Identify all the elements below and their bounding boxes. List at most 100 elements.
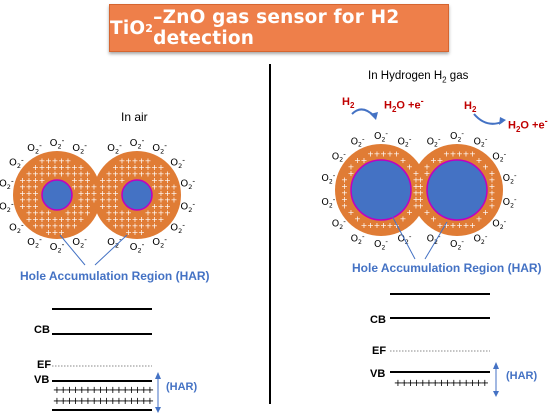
plus-charge: + xyxy=(151,209,158,218)
band-plus: + xyxy=(127,396,135,407)
o2-ion: O2- xyxy=(180,200,195,215)
o2-ion: O2- xyxy=(130,136,145,151)
plus-charge: + xyxy=(413,202,420,211)
plus-charge: + xyxy=(84,196,91,205)
o2-ion: O2- xyxy=(152,235,167,250)
plus-charge: + xyxy=(406,208,413,217)
plus-charge: + xyxy=(450,150,457,159)
plus-charge: + xyxy=(151,176,158,185)
plus-charge: + xyxy=(71,209,78,218)
plus-charge: + xyxy=(380,221,387,230)
plus-charge: + xyxy=(71,176,78,185)
plus-charge: + xyxy=(348,208,355,217)
plus-charge: + xyxy=(489,169,496,178)
plus-charge: + xyxy=(19,196,26,205)
plus-charge: + xyxy=(341,195,348,204)
plus-charge: + xyxy=(380,150,387,159)
plus-charge: + xyxy=(78,170,85,179)
plus-charge: + xyxy=(32,163,39,172)
plus-charge: + xyxy=(39,176,46,185)
plus-charge: + xyxy=(132,215,139,224)
plus-charge: + xyxy=(158,209,165,218)
plus-charge: + xyxy=(112,202,119,211)
plus-charge: + xyxy=(125,170,132,179)
band-plus: + xyxy=(462,378,470,389)
band-plus: + xyxy=(59,385,67,396)
plus-charge: + xyxy=(145,209,152,218)
o2-ion: O2- xyxy=(427,232,441,246)
plus-charge: + xyxy=(158,176,165,185)
plus-charge: + xyxy=(413,176,420,185)
band-plus: + xyxy=(133,385,141,396)
plus-charge: + xyxy=(45,222,52,231)
band-plus: + xyxy=(53,396,61,407)
o2-ion: O2- xyxy=(180,176,195,191)
band-plus: + xyxy=(115,385,123,396)
plus-charge: + xyxy=(443,221,450,230)
o2-ion: O2- xyxy=(9,156,24,171)
air-band-plus: ++++++++++++++++++++++++++++++++ xyxy=(53,385,154,407)
gas-h2o-a-sub: 2 xyxy=(391,104,397,114)
plus-charge: + xyxy=(32,189,39,198)
band-plus: + xyxy=(71,385,79,396)
plus-charge: + xyxy=(58,215,65,224)
plus-charge: + xyxy=(489,195,496,204)
plus-charge: + xyxy=(58,222,65,231)
band-plus: + xyxy=(53,385,61,396)
o2-ion: O2- xyxy=(0,176,14,191)
plus-charge: + xyxy=(26,189,33,198)
plus-charge: + xyxy=(354,156,361,165)
plus-charge: + xyxy=(413,195,420,204)
plus-charge: + xyxy=(361,156,368,165)
h2-har-label: Hole Accumulation Region (HAR) xyxy=(352,261,542,275)
plus-charge: + xyxy=(84,183,91,192)
plus-charge: + xyxy=(171,189,178,198)
plus-charge: + xyxy=(417,189,424,198)
plus-charge: + xyxy=(125,163,132,172)
plus-charge: + xyxy=(26,209,33,218)
o2-ion: O2- xyxy=(503,171,517,185)
air-oxygen-ions: O2-O2-O2-O2-O2-O2-O2-O2-O2-O2- O2-O2-O2-O… xyxy=(0,136,195,255)
plus-charge: + xyxy=(84,176,91,185)
plus-charge: + xyxy=(430,215,437,224)
o2-ion: O2- xyxy=(374,237,388,251)
plus-charge: + xyxy=(45,228,52,237)
plus-charge: + xyxy=(132,157,139,166)
plus-charge: + xyxy=(26,183,33,192)
plus-charge: + xyxy=(65,215,72,224)
band-plus: + xyxy=(394,378,402,389)
plus-charge: + xyxy=(119,163,126,172)
plus-charge: + xyxy=(125,209,132,218)
plus-charge: + xyxy=(138,163,145,172)
plus-charge: + xyxy=(52,170,59,179)
plus-charge: + xyxy=(52,157,59,166)
plus-charge: + xyxy=(413,169,420,178)
band-plus: + xyxy=(78,385,86,396)
title-post: –ZnO gas sensor for H2 detection xyxy=(153,7,400,49)
plus-charge: + xyxy=(112,222,119,231)
o2-ion: O2- xyxy=(170,156,185,171)
plus-charge: + xyxy=(151,222,158,231)
plus-charge: + xyxy=(39,209,46,218)
o2-ion: O2- xyxy=(374,129,388,143)
plus-charge: + xyxy=(45,170,52,179)
hydrogen-panel-label: In Hydrogen H2 gas xyxy=(368,70,468,84)
h2-vb-label: VB xyxy=(370,368,386,380)
plus-charge: + xyxy=(424,163,431,172)
air-har-label: Hole Accumulation Region (HAR) xyxy=(20,269,210,283)
gas-h2o-b-sup: - xyxy=(544,116,548,126)
plus-charge: + xyxy=(58,170,65,179)
title-pre: TiO xyxy=(110,17,146,39)
band-plus: + xyxy=(412,378,420,389)
h2-core-right xyxy=(426,159,488,221)
har-pointer-left-b xyxy=(94,234,128,266)
band-plus: + xyxy=(456,378,464,389)
plus-charge: + xyxy=(145,222,152,231)
plus-charge: + xyxy=(26,170,33,179)
plus-charge: + xyxy=(32,176,39,185)
plus-charge: + xyxy=(119,170,126,179)
gas-h2o-a-base: H xyxy=(384,99,392,112)
band-plus: + xyxy=(140,396,148,407)
plus-charge: + xyxy=(151,170,158,179)
